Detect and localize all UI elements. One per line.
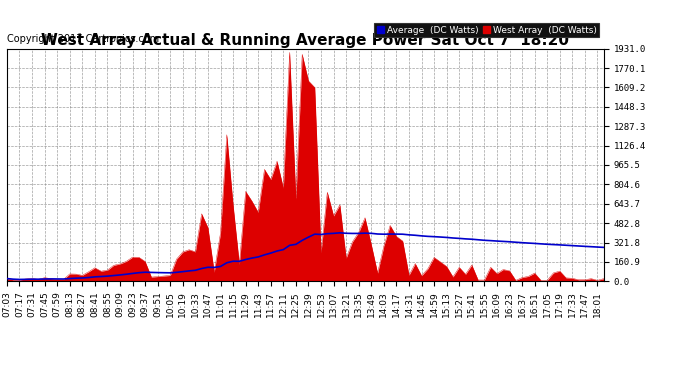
- Title: West Array Actual & Running Average Power Sat Oct 7  18:20: West Array Actual & Running Average Powe…: [41, 33, 569, 48]
- Legend: Average  (DC Watts), West Array  (DC Watts): Average (DC Watts), West Array (DC Watts…: [374, 23, 599, 38]
- Text: Copyright 2017 Cartronics.com: Copyright 2017 Cartronics.com: [7, 34, 159, 44]
